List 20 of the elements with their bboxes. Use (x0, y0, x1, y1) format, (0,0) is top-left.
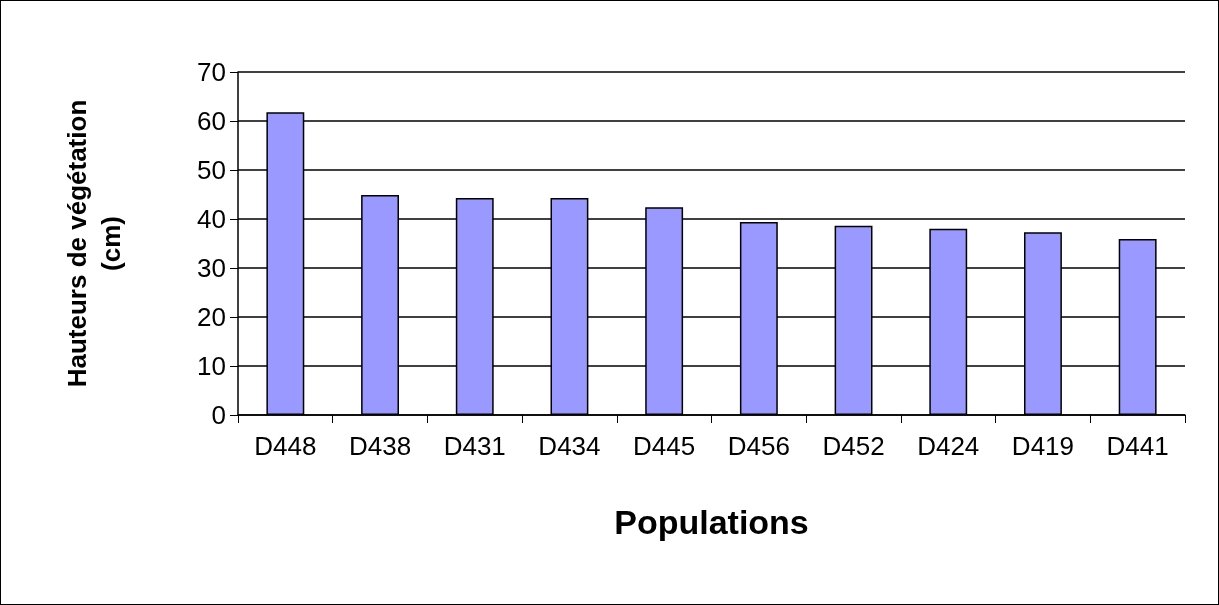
x-tick-label: D441 (1106, 431, 1169, 461)
y-tick-label: 20 (197, 302, 226, 332)
y-tick-label: 40 (197, 204, 226, 234)
y-tick-label: 30 (197, 253, 226, 283)
x-tick-label: D434 (538, 431, 601, 461)
x-tick-label: D445 (633, 431, 696, 461)
x-tick-label: D419 (1011, 431, 1075, 461)
x-axis-title: Populations (614, 503, 809, 541)
x-tick-label: D448 (254, 431, 317, 461)
x-tick-label: D456 (727, 431, 790, 461)
y-tick-label: 60 (197, 106, 226, 136)
y-tick-label: 10 (197, 351, 226, 381)
y-tick-label: 0 (211, 400, 226, 430)
x-tick-label: D438 (348, 431, 412, 461)
x-tick-label: D424 (917, 431, 980, 461)
y-tick-label: 70 (197, 57, 226, 87)
y-tick-label: 50 (197, 155, 226, 185)
y-axis-title: Hauteurs de végétation (cm) (62, 99, 126, 388)
x-tick-label: D452 (822, 431, 885, 461)
x-tick-label: D431 (443, 431, 506, 461)
